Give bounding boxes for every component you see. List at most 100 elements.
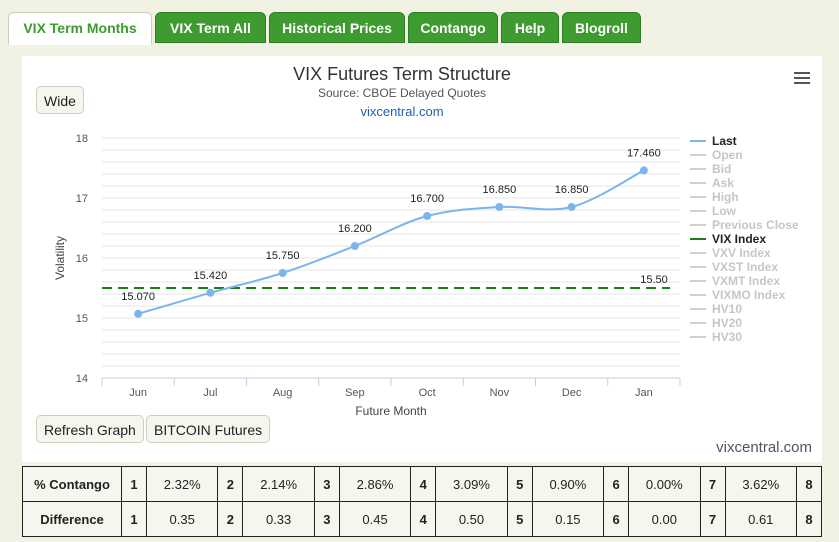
legend-swatch (690, 182, 706, 184)
data-label: 16.700 (410, 193, 444, 205)
refresh-graph-button[interactable]: Refresh Graph (36, 415, 144, 443)
legend-item[interactable]: VIX Index (690, 232, 799, 246)
data-point (278, 269, 287, 277)
legend-item[interactable]: Low (690, 204, 799, 218)
month-index-cell: 6 (603, 501, 630, 537)
tab-help[interactable]: Help (501, 12, 559, 43)
tab-blogroll[interactable]: Blogroll (562, 12, 641, 43)
value-cell: 0.00 (628, 501, 701, 537)
legend-item[interactable]: HV30 (690, 330, 799, 344)
legend-label: HV20 (712, 316, 743, 330)
legend-label: VIXMO Index (712, 288, 786, 302)
legend-swatch (690, 252, 706, 254)
value-cell: 0.61 (724, 501, 798, 537)
value-cell: 2.86% (338, 466, 412, 502)
tab-vix-term-months[interactable]: VIX Term Months (8, 12, 152, 45)
legend-label: Open (712, 148, 743, 162)
data-label: 15.070 (121, 291, 155, 303)
y-tick-label: 14 (76, 373, 88, 385)
legend-label: VXST Index (712, 260, 779, 274)
chart-legend: Last Open Bid Ask High Low Previous Close VIX I… (690, 134, 799, 344)
legend-item[interactable]: Open (690, 148, 799, 162)
legend-item[interactable]: VXMT Index (690, 274, 799, 288)
data-point (134, 309, 143, 318)
value-cell: 0.45 (338, 501, 412, 537)
legend-swatch (690, 210, 706, 212)
legend-label: VIX Index (712, 232, 767, 246)
month-index-cell: 8 (796, 466, 822, 502)
month-index-cell: 4 (410, 466, 437, 502)
value-cell: 0.00% (628, 466, 701, 502)
legend-label: Last (712, 134, 737, 148)
menu-icon[interactable] (794, 72, 810, 84)
y-tick-label: 16 (76, 253, 88, 265)
legend-label: High (712, 190, 739, 204)
legend-item[interactable]: VXST Index (690, 260, 799, 274)
legend-item[interactable]: HV10 (690, 302, 799, 316)
x-tick-label: Aug (273, 387, 293, 399)
legend-swatch (690, 168, 706, 170)
legend-item[interactable]: VIXMO Index (690, 288, 799, 302)
legend-item[interactable]: Ask (690, 176, 799, 190)
vix-index-label: 15.50 (640, 274, 668, 286)
month-index-cell: 5 (506, 501, 533, 537)
chart-source-link[interactable]: vixcentral.com (360, 104, 444, 119)
month-index-cell: 8 (796, 501, 822, 537)
x-axis-label: Future Month (355, 404, 426, 418)
table-row: % Contango 1 2.32% 2 2.14% 3 2.86% 4 3.09% 5 0.90%… (22, 466, 822, 502)
legend-swatch (690, 308, 706, 310)
legend-swatch (690, 238, 706, 240)
legend-item[interactable]: High (690, 190, 799, 204)
value-cell: 0.50 (435, 501, 508, 537)
bitcoin-futures-button[interactable]: BITCOIN Futures (146, 415, 271, 443)
value-cell: 0.15 (531, 501, 605, 537)
legend-label: Low (712, 204, 736, 218)
month-index-cell: 2 (217, 466, 244, 502)
table-row: Difference 1 0.35 2 0.33 3 0.45 4 0.50 5 0.15 6 0.00… (22, 501, 822, 537)
data-point (567, 203, 576, 211)
legend-swatch (690, 140, 706, 142)
y-axis-label: Volatility (53, 236, 67, 280)
value-cell: 0.33 (242, 501, 315, 537)
legend-label: VXV Index (712, 246, 771, 260)
legend-label: Previous Close (712, 218, 799, 232)
legend-item[interactable]: Previous Close (690, 218, 799, 232)
data-label: 17.460 (627, 147, 661, 159)
legend-label: HV10 (712, 302, 743, 316)
row-header: Difference (22, 501, 122, 537)
value-cell: 2.14% (242, 466, 315, 502)
legend-swatch (690, 336, 706, 338)
legend-label: VXMT Index (712, 274, 781, 288)
tab-vix-term-all[interactable]: VIX Term All (155, 12, 266, 43)
legend-swatch (690, 322, 706, 324)
x-tick-label: Nov (490, 387, 510, 399)
watermark: vixcentral.com (716, 439, 812, 456)
y-tick-label: 17 (76, 193, 88, 205)
y-tick-label: 18 (76, 133, 88, 145)
tab-contango[interactable]: Contango (408, 12, 498, 43)
legend-label: HV30 (712, 330, 743, 344)
legend-swatch (690, 224, 706, 226)
legend-label: Bid (712, 162, 732, 176)
x-tick-label: Oct (419, 387, 436, 399)
legend-item[interactable]: Bid (690, 162, 799, 176)
tab-historical-prices[interactable]: Historical Prices (269, 12, 405, 43)
chart-svg: 14 15 16 17 18 Jun Jul Aug Sep Oct Nov Dec Jan Future… (53, 133, 681, 418)
legend-item[interactable]: VXV Index (690, 246, 799, 260)
value-cell: 3.62% (724, 466, 798, 502)
month-index-cell: 7 (699, 466, 726, 502)
y-tick-label: 15 (76, 313, 88, 325)
month-index-cell: 3 (313, 501, 340, 537)
contango-table-wrap: % Contango 1 2.32% 2 2.14% 3 2.86% 4 3.09% 5 0.90%… (22, 466, 822, 537)
legend-item[interactable]: Last (690, 134, 799, 148)
legend-swatch (690, 196, 706, 198)
row-header: % Contango (22, 466, 122, 502)
data-label: 16.850 (555, 184, 589, 196)
legend-swatch (690, 154, 706, 156)
legend-item[interactable]: HV20 (690, 316, 799, 330)
data-point (639, 166, 648, 175)
value-cell: 3.09% (435, 466, 508, 502)
data-label: 15.750 (266, 250, 300, 262)
value-cell: 0.90% (531, 466, 605, 502)
wide-button[interactable]: Wide (36, 86, 84, 114)
